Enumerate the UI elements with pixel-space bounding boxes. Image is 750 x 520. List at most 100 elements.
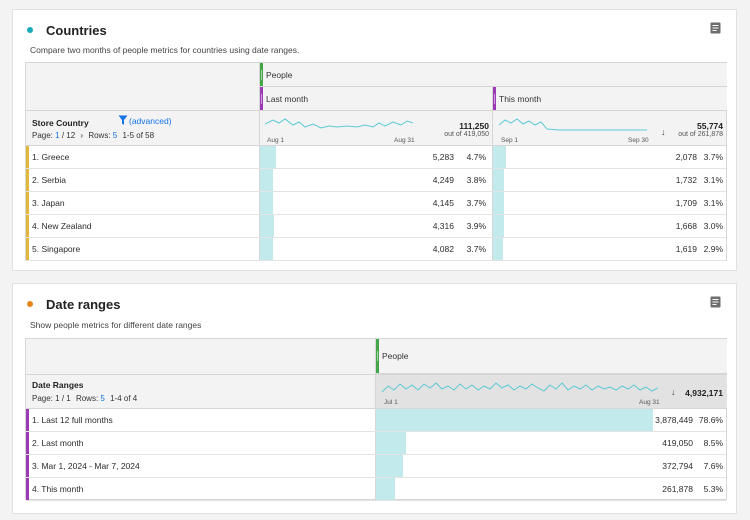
cell-bar <box>376 478 395 500</box>
cell-this-month: 1,732 3.1% <box>492 169 727 191</box>
table-row[interactable]: 2. Serbia 4,249 3.8% 1,732 3.1% <box>26 169 726 192</box>
countries-freeform-table: People Last month This month Store Count… <box>25 62 727 261</box>
table-row[interactable]: 5. Singapore 4,082 3.7% 1,619 2.9% <box>26 238 726 261</box>
row-label[interactable]: 3. Japan <box>32 198 65 208</box>
table-row[interactable]: 1. Greece 5,283 4.7% 2,078 3.7% <box>26 146 726 169</box>
row-label[interactable]: 2. Last month <box>32 438 84 448</box>
cell-bar <box>260 169 274 191</box>
column-header-last-month[interactable]: Last month <box>259 87 492 110</box>
status-dot-icon <box>27 27 33 33</box>
next-page-icon[interactable]: › <box>80 131 84 140</box>
sort-descending-icon[interactable]: ↓ <box>661 127 666 137</box>
sort-descending-icon[interactable]: ↓ <box>671 387 676 397</box>
sparkline-people <box>382 382 658 393</box>
cell-people: 419,050 8.5% <box>375 432 727 454</box>
cell-this-month: 1,668 3.0% <box>492 215 727 237</box>
table-row[interactable]: 3. Mar 1, 2024 - Mar 7, 2024 372,794 7.6% <box>26 455 726 478</box>
cell-bar <box>376 432 406 454</box>
cell-percent: 5.3% <box>703 484 723 494</box>
panel-title: Date ranges <box>46 296 121 312</box>
pagination: Page: 1 / 12 › Rows: 5 1-5 of 58 <box>32 131 155 140</box>
cell-value: 372,794 <box>662 461 693 471</box>
cell-bar <box>493 192 504 214</box>
cell-percent: 4.7% <box>466 152 486 162</box>
row-color-bar <box>26 409 29 431</box>
cell-people: 372,794 7.6% <box>375 455 727 477</box>
column-summary <box>375 375 727 408</box>
row-label[interactable]: 1. Last 12 full months <box>32 415 113 425</box>
date-ranges-panel: Date ranges Show people metrics for diff… <box>12 283 737 514</box>
cell-percent: 78.6% <box>698 415 723 425</box>
cell-value: 4,316 <box>432 221 454 231</box>
column-total: 55,774 out of 261,878 <box>678 121 723 138</box>
row-label[interactable]: 5. Singapore <box>32 244 81 254</box>
cell-bar <box>260 192 273 214</box>
table-row[interactable]: 2. Last month 419,050 8.5% <box>26 432 726 455</box>
countries-panel-header: Countries <box>26 20 107 40</box>
sparkline-this-month <box>499 118 647 131</box>
dimension-header[interactable]: Store Country <box>32 118 89 128</box>
row-label[interactable]: 2. Serbia <box>32 175 67 185</box>
notes-icon[interactable] <box>710 22 721 34</box>
row-color-bar <box>26 432 29 454</box>
cell-bar <box>376 409 653 431</box>
cell-value: 261,878 <box>662 484 693 494</box>
cell-last-month: 4,082 3.7% <box>259 238 492 260</box>
row-color-bar <box>26 455 29 477</box>
cell-last-month: 4,316 3.9% <box>259 215 492 237</box>
cell-value: 1,619 <box>675 244 697 254</box>
date-range-tab <box>260 87 263 110</box>
cell-bar <box>260 215 274 237</box>
cell-percent: 8.5% <box>703 438 723 448</box>
cell-this-month: 1,709 3.1% <box>492 192 727 214</box>
page-number[interactable]: 1 <box>55 131 60 140</box>
cell-bar <box>493 215 504 237</box>
date-range-tab <box>493 87 496 110</box>
cell-percent: 3.8% <box>466 175 486 185</box>
cell-bar <box>493 238 504 260</box>
row-color-bar <box>26 146 29 168</box>
row-color-bar <box>26 192 29 214</box>
table-row[interactable]: 4. New Zealand 4,316 3.9% 1,668 3.0% <box>26 215 726 238</box>
status-dot-icon <box>27 301 33 307</box>
table-row[interactable]: 3. Japan 4,145 3.7% 1,709 3.1% <box>26 192 726 215</box>
rows-selector[interactable]: 5 <box>100 394 105 403</box>
metric-tab <box>260 63 263 86</box>
notes-icon[interactable] <box>710 296 721 308</box>
date-ranges-freeform-table: People Date Ranges Page: 1 / 1 Rows: 5 1… <box>25 338 727 501</box>
metric-header-people[interactable]: People <box>375 339 727 374</box>
cell-value: 2,078 <box>675 152 697 162</box>
row-label[interactable]: 4. This month <box>32 484 84 494</box>
panel-title: Countries <box>46 22 107 38</box>
cell-percent: 7.6% <box>703 461 723 471</box>
cell-percent: 3.7% <box>466 244 486 254</box>
row-label[interactable]: 1. Greece <box>32 152 70 162</box>
cell-this-month: 2,078 3.7% <box>492 146 727 168</box>
date-ranges-panel-header: Date ranges <box>26 294 120 314</box>
cell-people: 261,878 5.3% <box>375 478 727 500</box>
cell-percent: 3.1% <box>703 198 723 208</box>
cell-last-month: 5,283 4.7% <box>259 146 492 168</box>
cell-value: 1,668 <box>675 221 697 231</box>
filter-link[interactable]: (advanced) <box>118 115 172 126</box>
row-color-bar <box>26 169 29 191</box>
table-row[interactable]: 1. Last 12 full months 3,878,449 78.6% <box>26 409 726 432</box>
rows-selector[interactable]: 5 <box>112 131 118 140</box>
panel-description: Show people metrics for different date r… <box>30 320 202 330</box>
row-color-bar <box>26 215 29 237</box>
metric-header-people[interactable]: People <box>259 63 727 87</box>
cell-value: 4,145 <box>432 198 454 208</box>
panel-description: Compare two months of people metrics for… <box>30 45 300 55</box>
row-label[interactable]: 4. New Zealand <box>32 221 92 231</box>
column-header-this-month[interactable]: This month <box>492 87 727 110</box>
cell-value: 419,050 <box>662 438 693 448</box>
countries-panel: Countries Compare two months of people m… <box>12 9 737 271</box>
table-row[interactable]: 4. This month 261,878 5.3% <box>26 478 726 501</box>
cell-this-month: 1,619 2.9% <box>492 238 727 260</box>
filter-icon <box>118 115 128 125</box>
cell-value: 5,283 <box>432 152 454 162</box>
cell-value: 3,878,449 <box>655 415 693 425</box>
dimension-header[interactable]: Date Ranges <box>32 380 84 390</box>
row-label[interactable]: 3. Mar 1, 2024 - Mar 7, 2024 <box>32 461 140 471</box>
cell-percent: 3.1% <box>703 175 723 185</box>
